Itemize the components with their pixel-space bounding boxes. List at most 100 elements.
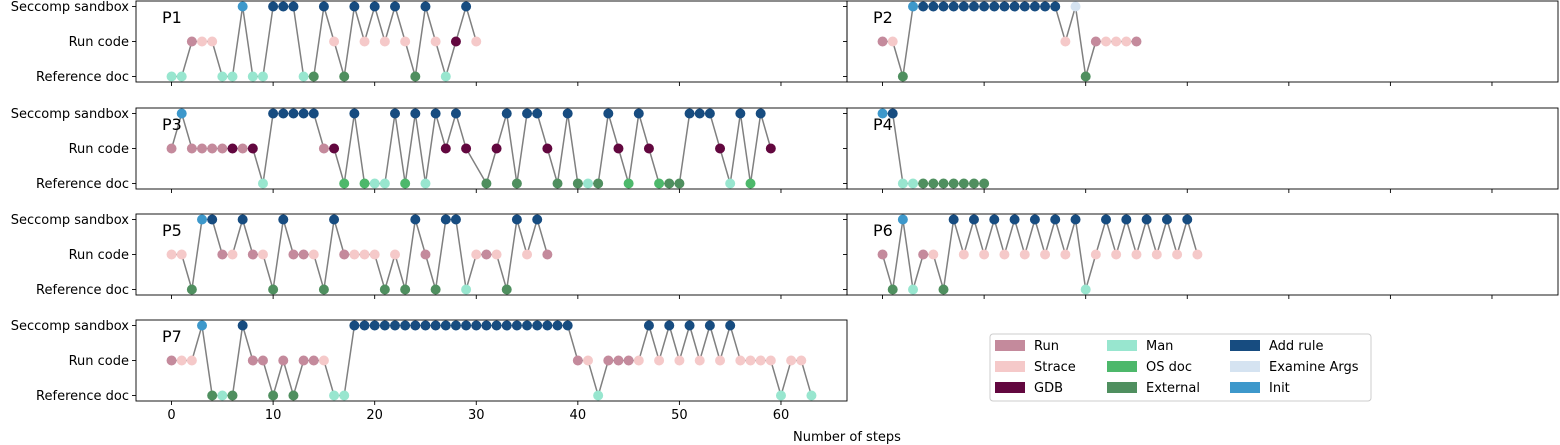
data-point [339,71,350,82]
data-point [928,178,939,189]
data-point [908,284,919,295]
data-point [603,355,614,366]
legend-label: GDB [1034,381,1063,396]
data-point [430,284,441,295]
data-point [999,249,1010,260]
data-point [450,214,461,225]
data-point [217,71,228,82]
data-point [257,355,268,366]
data-point [461,143,472,154]
y-tick-label: Reference doc [36,283,129,298]
data-point [298,355,309,366]
data-point [390,320,401,331]
data-point [359,249,370,260]
data-point [979,178,990,189]
panel-label: P3 [162,115,182,134]
data-point [511,320,522,331]
panel-p3: Reference doc Run code Seccomp sandbox P3 [11,107,848,193]
data-point [1101,214,1112,225]
data-point [1131,36,1142,47]
data-point [999,1,1010,12]
data-point [430,320,441,331]
panel-label: P6 [873,221,893,240]
data-point [643,143,654,154]
x-tick-label: 40 [570,408,587,423]
data-point [979,1,990,12]
data-point [979,249,990,260]
data-point [471,249,482,260]
data-point [268,284,279,295]
data-point [308,71,319,82]
data-point [654,178,665,189]
legend-label: Man [1146,339,1173,354]
data-point [938,1,949,12]
data-point [166,71,177,82]
data-point [359,320,370,331]
series-line [170,110,772,186]
data-point [379,320,390,331]
data-point [887,36,898,47]
data-point [186,143,197,154]
data-point [217,249,228,260]
data-point [542,249,553,260]
data-point [288,108,299,119]
data-point [349,1,360,12]
panel-label: P1 [162,8,182,27]
data-point [440,143,451,154]
data-point [1060,249,1071,260]
data-point [491,143,502,154]
data-point [400,36,411,47]
data-point [633,355,644,366]
data-point [298,71,309,82]
data-point [461,1,472,12]
data-point [197,214,208,225]
data-point [430,36,441,47]
data-point [257,249,268,260]
data-point [207,36,218,47]
data-point [450,320,461,331]
data-point [1101,36,1112,47]
data-point [339,178,350,189]
y-tick-label: Reference doc [36,389,129,404]
data-point [1111,36,1122,47]
series-line [881,216,1199,290]
legend-swatch [1230,340,1260,351]
x-tick-label: 0 [167,408,175,423]
data-point [532,108,543,119]
data-point [796,355,807,366]
data-point [247,143,258,154]
data-point [359,178,370,189]
data-point [1080,284,1091,295]
data-point [298,108,309,119]
data-point [339,390,350,401]
data-point [390,1,401,12]
data-point [410,214,421,225]
data-point [410,108,421,119]
data-point [522,249,533,260]
legend-swatch [995,361,1025,372]
legend-swatch [1230,361,1260,372]
data-point [1121,214,1132,225]
data-point [390,249,401,260]
data-point [197,143,208,154]
data-point [572,178,583,189]
data-point [1151,249,1162,260]
series-line [171,322,813,399]
data-point [186,355,197,366]
data-point [207,214,218,225]
data-point [461,320,472,331]
data-point [745,355,756,366]
data-point [806,390,817,401]
data-point [715,143,726,154]
panel-label: P7 [162,327,182,346]
data-point [918,249,929,260]
data-point [176,355,187,366]
data-point [186,284,197,295]
data-point [400,284,411,295]
data-point [268,390,279,401]
data-point [582,355,593,366]
data-point [257,71,268,82]
data-point [674,178,685,189]
data-point [166,143,177,154]
